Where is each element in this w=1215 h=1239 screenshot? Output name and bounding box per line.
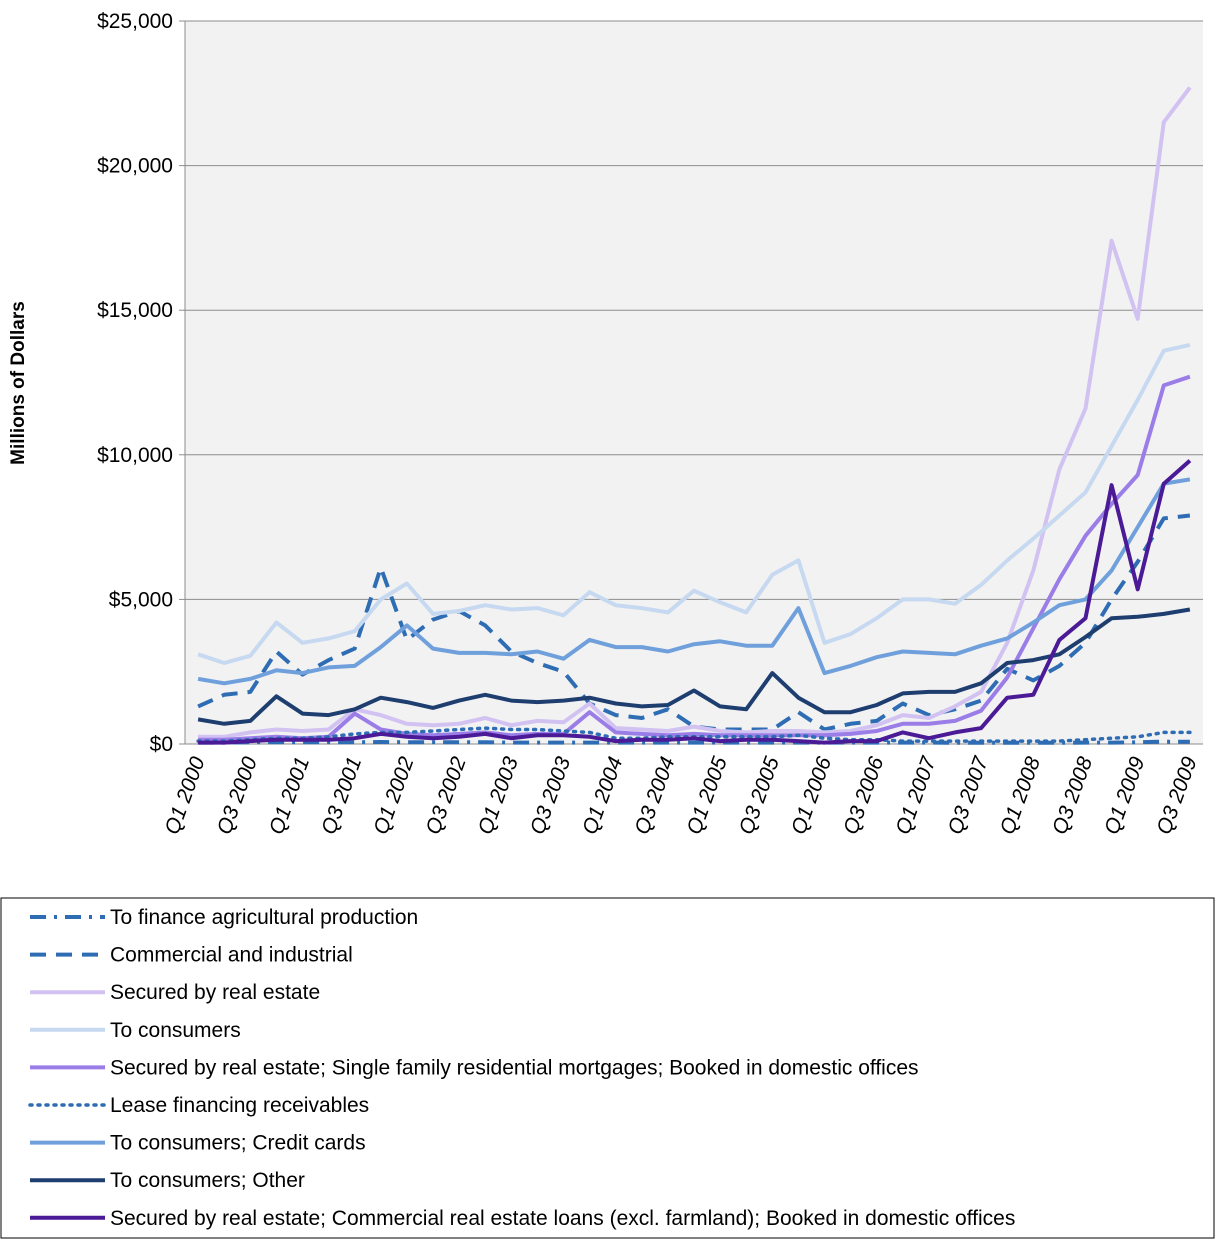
legend-label: Lease financing receivables [110, 1094, 369, 1117]
x-tick-label: Q1 2004 [578, 754, 627, 838]
x-tick-label: Q1 2007 [891, 753, 941, 838]
x-tick-label: Q1 2000 [161, 754, 210, 838]
y-tick-label: $10,000 [97, 444, 173, 467]
x-tick-label: Q1 2005 [683, 754, 732, 838]
x-tick-label: Q3 2001 [317, 754, 366, 838]
x-tick-label: Q3 2003 [526, 754, 575, 838]
x-tick-label: Q3 2002 [422, 754, 471, 838]
series-line [198, 374, 1191, 742]
x-tick-label: Q3 2008 [1048, 754, 1097, 838]
legend-label: Secured by real estate; Single family re… [110, 1056, 919, 1079]
series-line [197, 342, 1191, 665]
x-tick-label: Q1 2006 [787, 754, 836, 838]
y-tick-label: $20,000 [97, 155, 173, 178]
legend-label: Commercial and industrial [110, 944, 353, 967]
x-tick-label: Q3 2006 [839, 754, 888, 838]
x-tick-label: Q3 2007 [944, 753, 994, 838]
legend-label: To consumers [110, 1019, 241, 1042]
legend-label: Secured by real estate [110, 981, 320, 1004]
series-line [198, 459, 1192, 745]
x-tick-label: Q1 2002 [369, 754, 418, 838]
legend-label: To finance agricultural production [110, 906, 418, 929]
series-line [198, 739, 1190, 745]
series-line [197, 607, 1191, 726]
x-tick-label: Q3 2005 [735, 754, 784, 838]
series-line [198, 86, 1192, 739]
series-line [197, 477, 1191, 686]
x-tick-label: Q1 2001 [265, 754, 314, 838]
y-tick-label: $0 [150, 733, 173, 756]
x-tick-label: Q3 2000 [213, 754, 262, 838]
y-tick-label: $25,000 [97, 10, 173, 33]
y-axis-label: Millions of Dollars [8, 301, 29, 465]
x-tick-label: Q1 2008 [996, 754, 1045, 838]
x-tick-label: Q3 2009 [1152, 754, 1201, 838]
x-tick-label: Q3 2004 [630, 754, 679, 838]
x-tick-label: Q1 2009 [1100, 754, 1149, 838]
legend-box [0, 897, 1215, 1239]
legend-label: To consumers; Other [110, 1169, 305, 1192]
y-tick-label: $15,000 [97, 299, 173, 322]
x-tick-label: Q1 2003 [474, 754, 523, 838]
legend-label: To consumers; Credit cards [110, 1132, 366, 1155]
y-tick-label: $5,000 [109, 588, 173, 611]
legend-label: Secured by real estate; Commercial real … [110, 1207, 1015, 1230]
